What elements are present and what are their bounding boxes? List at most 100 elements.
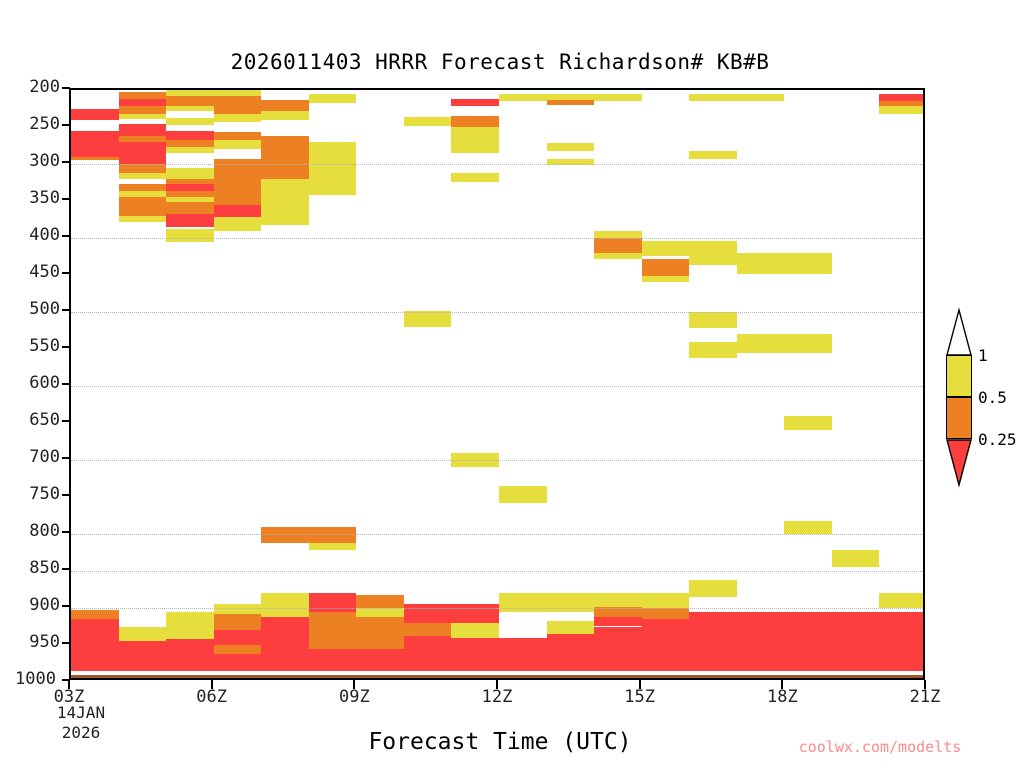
heatmap-cell xyxy=(879,653,923,671)
heatmap-cell xyxy=(546,99,595,105)
heatmap-cell xyxy=(308,593,357,612)
y-axis-tick-mark xyxy=(62,494,70,496)
heatmap-cell xyxy=(499,593,547,612)
heatmap-cell xyxy=(689,240,737,265)
heatmap-cell xyxy=(213,186,262,205)
heatmap-cell xyxy=(594,238,642,253)
heatmap-cell xyxy=(546,143,595,151)
heatmap-cell xyxy=(261,143,309,153)
gridline xyxy=(71,164,923,165)
heatmap-cell xyxy=(451,115,499,127)
heatmap-cell xyxy=(879,93,923,102)
heatmap-cell xyxy=(213,175,262,187)
heatmap-cell xyxy=(166,197,214,203)
heatmap-cell xyxy=(546,158,595,166)
heatmap-cell xyxy=(166,140,214,147)
heatmap-cell xyxy=(308,161,357,173)
heatmap-cell xyxy=(118,190,167,198)
heatmap-cell xyxy=(689,611,737,671)
heatmap-cell xyxy=(784,520,832,534)
heatmap-cell xyxy=(831,550,880,568)
heatmap-cell xyxy=(784,415,832,431)
heatmap-cell xyxy=(308,172,357,196)
heatmap-cell xyxy=(546,93,595,102)
heatmap-cell xyxy=(689,151,737,159)
x-axis-tick-label: 06Z xyxy=(196,687,228,707)
y-axis-tick-label: 600 xyxy=(29,373,60,393)
heatmap-cell xyxy=(451,622,499,638)
heatmap-cell xyxy=(451,172,499,183)
date-line-1: 14JAN xyxy=(56,703,106,722)
heatmap-cell xyxy=(118,135,167,142)
y-axis-tick-mark xyxy=(62,161,70,163)
heatmap-cell xyxy=(784,334,832,354)
y-axis-tick-mark xyxy=(62,531,70,533)
heatmap-cell xyxy=(879,101,923,107)
heatmap-cell xyxy=(261,204,309,225)
heatmap-cell xyxy=(213,132,262,141)
heatmap-cell xyxy=(641,258,690,277)
heatmap-cell xyxy=(499,485,547,503)
heatmap-cell xyxy=(166,118,214,125)
heatmap-cell xyxy=(261,178,309,187)
heatmap-cell xyxy=(308,93,357,104)
heatmap-cell xyxy=(118,172,167,179)
y-axis-tick-mark xyxy=(62,124,70,126)
heatmap-cell xyxy=(308,648,357,671)
heatmap-cell xyxy=(118,113,167,119)
heatmap-cell xyxy=(308,141,357,152)
y-axis-tick-label: 800 xyxy=(29,521,60,541)
heatmap-cell xyxy=(403,636,452,671)
heatmap-cell xyxy=(831,611,880,671)
y-axis-tick-mark xyxy=(62,420,70,422)
heatmap-cell xyxy=(213,140,262,150)
x-axis-tick-mark xyxy=(496,680,498,689)
x-axis-tick-label: 21Z xyxy=(909,687,941,707)
y-axis-tick-label: 750 xyxy=(29,484,60,504)
heatmap-cell xyxy=(689,579,737,597)
date-stamp: 14JAN 2026 xyxy=(36,703,126,743)
y-axis-tick-mark xyxy=(62,642,70,644)
heatmap-cell xyxy=(166,202,214,215)
heatmap-cell xyxy=(71,156,119,161)
heatmap-cell xyxy=(499,93,547,102)
heatmap-cell xyxy=(118,98,167,107)
heatmap-cell xyxy=(118,197,167,216)
heatmap-cell xyxy=(118,641,167,671)
y-axis-tick-label: 1000 xyxy=(15,669,56,689)
heatmap-cell xyxy=(451,98,499,107)
colorbar-segment xyxy=(946,397,972,439)
heatmap-cell xyxy=(118,626,167,642)
y-axis-tick-mark xyxy=(62,568,70,570)
y-axis-tick-label: 200 xyxy=(29,77,60,97)
heatmap-cell xyxy=(356,608,404,617)
heatmap-cell xyxy=(118,92,167,99)
heatmap-cell xyxy=(546,621,595,634)
heatmap-cell xyxy=(451,452,499,468)
heatmap-cell xyxy=(403,116,452,126)
x-axis-tick-label: 09Z xyxy=(338,687,370,707)
y-axis-tick-label: 250 xyxy=(29,114,60,134)
heatmap-cell xyxy=(213,645,262,654)
heatmap-cell xyxy=(261,593,309,617)
heatmap-cell xyxy=(594,593,642,607)
heatmap-cell xyxy=(736,611,785,671)
heatmap-cell xyxy=(118,141,167,164)
heatmap-cell xyxy=(784,611,832,671)
heatmap-cell xyxy=(546,593,595,612)
heatmap-cell xyxy=(166,611,214,640)
heatmap-cell xyxy=(356,616,404,649)
heatmap-cell xyxy=(594,230,642,238)
heatmap-cell xyxy=(166,183,214,192)
gridline xyxy=(71,386,923,387)
heatmap-cell xyxy=(166,167,214,179)
heatmap-cell xyxy=(403,622,452,637)
heatmap-cell xyxy=(594,93,642,102)
heatmap-cell xyxy=(784,252,832,274)
y-axis-tick-mark xyxy=(62,457,70,459)
gridline xyxy=(71,608,923,609)
heatmap-cell xyxy=(736,252,785,274)
gridline xyxy=(71,534,923,535)
heatmap-cell xyxy=(166,639,214,671)
